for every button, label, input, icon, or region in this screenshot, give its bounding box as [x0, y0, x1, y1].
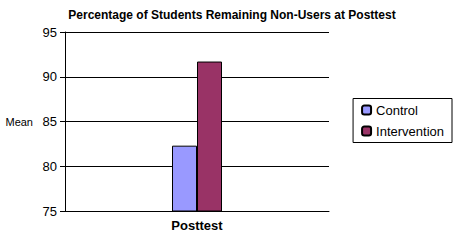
svg-text:85: 85: [43, 114, 57, 129]
svg-text:90: 90: [43, 69, 57, 84]
svg-text:Percentage of Students Remaini: Percentage of Students Remaining Non-Use…: [68, 8, 395, 22]
svg-text:Posttest: Posttest: [171, 218, 223, 233]
svg-text:95: 95: [43, 25, 57, 40]
svg-text:Mean: Mean: [5, 116, 33, 128]
svg-text:Intervention: Intervention: [376, 124, 444, 139]
svg-text:Control: Control: [376, 103, 418, 118]
svg-text:75: 75: [43, 204, 57, 219]
svg-text:80: 80: [43, 159, 57, 174]
